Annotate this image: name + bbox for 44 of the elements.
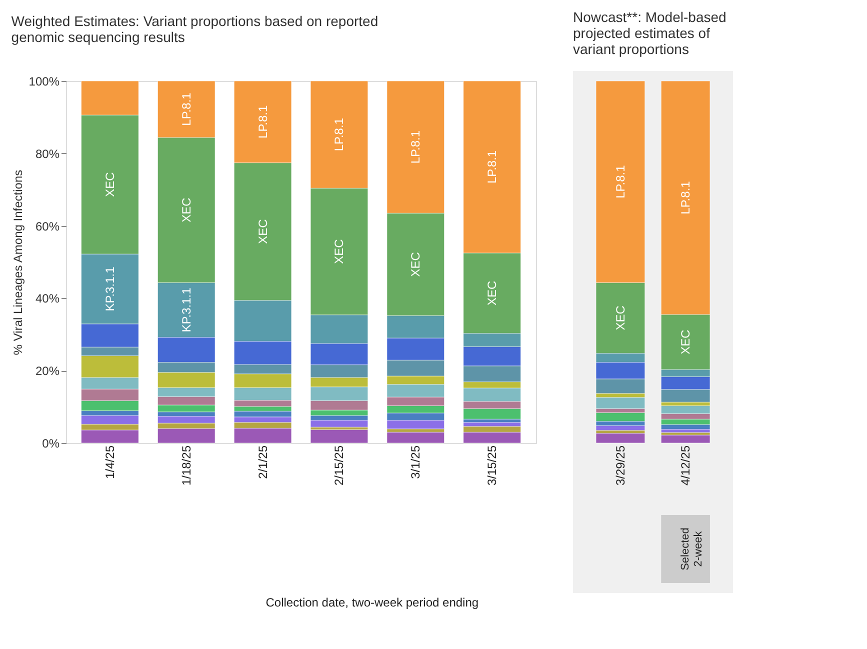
data-label: LP.8.1 — [678, 180, 693, 214]
bar — [660, 434, 710, 444]
bar — [310, 429, 368, 444]
data-label: XEC — [256, 218, 270, 244]
bar — [596, 397, 646, 409]
y-axis-title: % Viral Lineages Among Infections — [10, 170, 25, 356]
y-tick-label: 100% — [28, 74, 60, 88]
x-axis-title: Collection date, two-week period ending — [266, 596, 479, 610]
x-tick-label: 2/15/25 — [332, 445, 346, 486]
x-tick-label: 4/12/25 — [678, 445, 693, 486]
data-label: XEC — [408, 252, 423, 277]
data-label: KP.3.1.1 — [179, 287, 194, 332]
y-tick-label: 20% — [35, 364, 60, 378]
bar — [596, 433, 646, 444]
chart-title: Weighted Estimates: Variant proportions based on reported genomic sequencing results — [11, 13, 378, 45]
data-label: LP.8.1 — [485, 150, 500, 184]
data-label: XEC — [179, 197, 194, 222]
x-tick-label: 1/4/25 — [102, 445, 117, 479]
data-label: XEC — [332, 238, 346, 264]
x-tick-label: 3/15/25 — [485, 445, 500, 486]
y-tick-label: 60% — [35, 219, 60, 234]
data-label: LP.8.1 — [332, 118, 346, 152]
data-label: LP.8.1 — [408, 130, 423, 164]
bar — [386, 432, 444, 444]
y-tick-label: 40% — [35, 292, 60, 306]
x-tick-label: 3/1/25 — [408, 445, 423, 479]
data-label: XEC — [102, 172, 117, 197]
text: Selected 2-week — [680, 528, 705, 570]
y-tick-label: 80% — [35, 146, 60, 161]
data-label: LP.8.1 — [179, 92, 194, 126]
data-label: LP.8.1 — [613, 164, 628, 198]
bar — [310, 420, 368, 428]
data-label: XEC — [613, 305, 628, 330]
bar — [596, 425, 646, 430]
chart-title: Nowcast**: Model-based projected estimates of variant proportions — [573, 9, 726, 57]
data-label: XEC — [678, 329, 693, 354]
data-label: XEC — [485, 280, 500, 306]
data-label: KP.3.1.1 — [102, 266, 117, 312]
bar — [660, 429, 710, 433]
x-tick-label: 2/1/25 — [256, 445, 270, 479]
x-tick-label: 3/29/25 — [613, 445, 628, 486]
data-label: LP.8.1 — [256, 105, 270, 138]
x-tick-label: 1/18/25 — [179, 445, 194, 486]
y-tick-label: 0% — [42, 436, 60, 450]
